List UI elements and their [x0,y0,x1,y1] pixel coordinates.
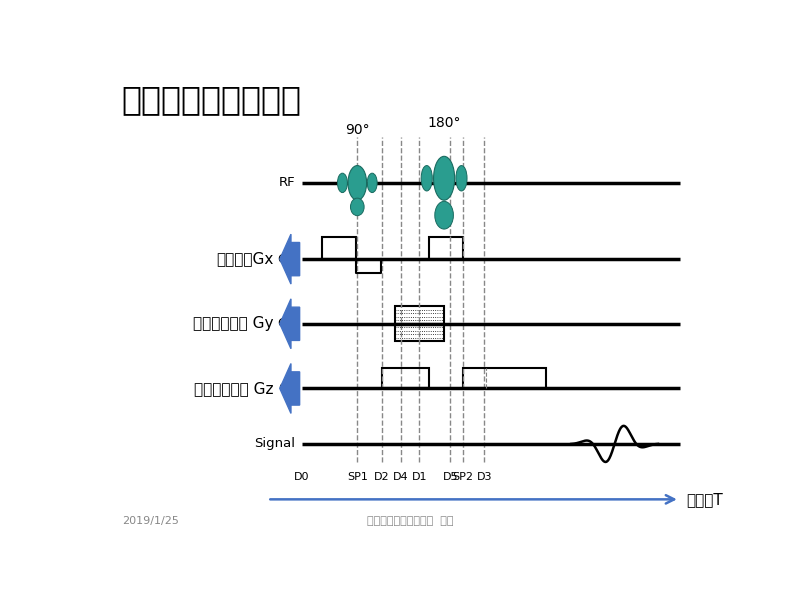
Ellipse shape [350,198,364,215]
Text: 自旋回波脉冲序列：: 自旋回波脉冲序列： [122,83,302,116]
Text: Gy: Gy [277,317,295,330]
Text: Gx: Gx [277,253,295,266]
Polygon shape [280,364,300,413]
Bar [394,324,444,341]
Ellipse shape [434,157,454,200]
Text: D0: D0 [294,472,310,482]
Text: 频率编码梯度 Gz: 频率编码梯度 Gz [194,381,274,396]
Text: D1: D1 [411,472,427,482]
Text: 时间轴T: 时间轴T [686,492,722,507]
Text: 90°: 90° [345,122,370,137]
Text: 近代物理实验口头报告  周敏: 近代物理实验口头报告 周敏 [366,515,454,526]
Text: Gz: Gz [278,382,295,395]
Polygon shape [280,299,300,349]
Text: SP1: SP1 [347,472,368,482]
Bar [322,237,356,259]
Bar [462,368,546,388]
Ellipse shape [367,173,377,193]
Bar [382,368,429,388]
Bar [429,237,462,259]
Text: D5: D5 [442,472,458,482]
Polygon shape [280,234,300,284]
Ellipse shape [338,173,347,193]
Ellipse shape [348,166,366,200]
Text: 选层梯度Gx: 选层梯度Gx [216,251,274,266]
Ellipse shape [421,166,432,191]
Text: Signal: Signal [254,437,295,451]
Text: SP2: SP2 [452,472,474,482]
Ellipse shape [456,166,467,191]
Text: 相位编码梯度 Gy: 相位编码梯度 Gy [193,316,274,331]
Text: 180°: 180° [427,116,461,130]
Bar [394,306,444,324]
Ellipse shape [435,202,454,229]
Text: D4: D4 [393,472,409,482]
Text: RF: RF [278,176,295,190]
Text: D3: D3 [477,472,492,482]
Text: D2: D2 [374,472,390,482]
Text: 2019/1/25: 2019/1/25 [122,515,178,526]
